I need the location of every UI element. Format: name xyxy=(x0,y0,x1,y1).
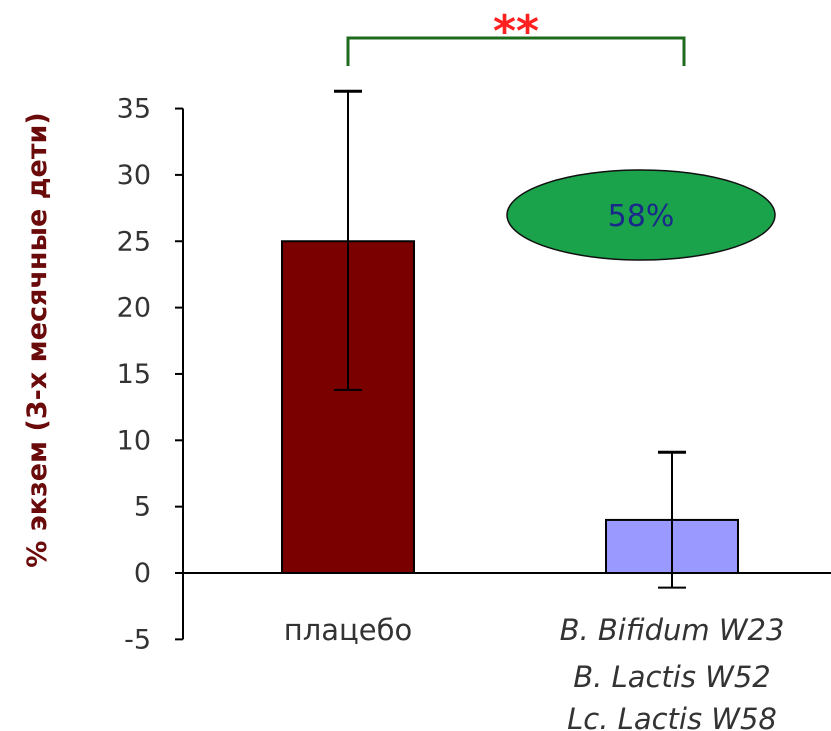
y-tick-label: 10 xyxy=(117,425,151,456)
y-tick-label: 35 xyxy=(117,94,151,125)
y-tick-label: 0 xyxy=(134,558,151,589)
badge-label: 58% xyxy=(608,199,675,234)
y-tick-label: 30 xyxy=(117,160,151,191)
category-label: B. Bifidum W23 xyxy=(560,613,785,647)
y-tick-label: 5 xyxy=(134,492,151,523)
category-label: плацебо xyxy=(284,613,412,647)
badge-ellipse xyxy=(506,169,776,261)
significance-bracket xyxy=(346,36,686,66)
y-tick-label: 25 xyxy=(117,226,151,257)
category-label: B. Lactis W52 xyxy=(573,660,771,694)
significance-marker: ** xyxy=(493,6,539,57)
y-axis-label: % экзем (3-х месячные дети) xyxy=(22,112,53,567)
y-tick-label: 15 xyxy=(117,359,151,390)
plot-area: 35 30 25 20 15 10 5 0 -5 плацебо B. Bifidum W23 B. … xyxy=(117,6,831,731)
y-tick-label: -5 xyxy=(124,624,151,655)
y-tick-label: 20 xyxy=(117,293,151,324)
category-label: Lc. Lactis W58 xyxy=(567,702,777,731)
